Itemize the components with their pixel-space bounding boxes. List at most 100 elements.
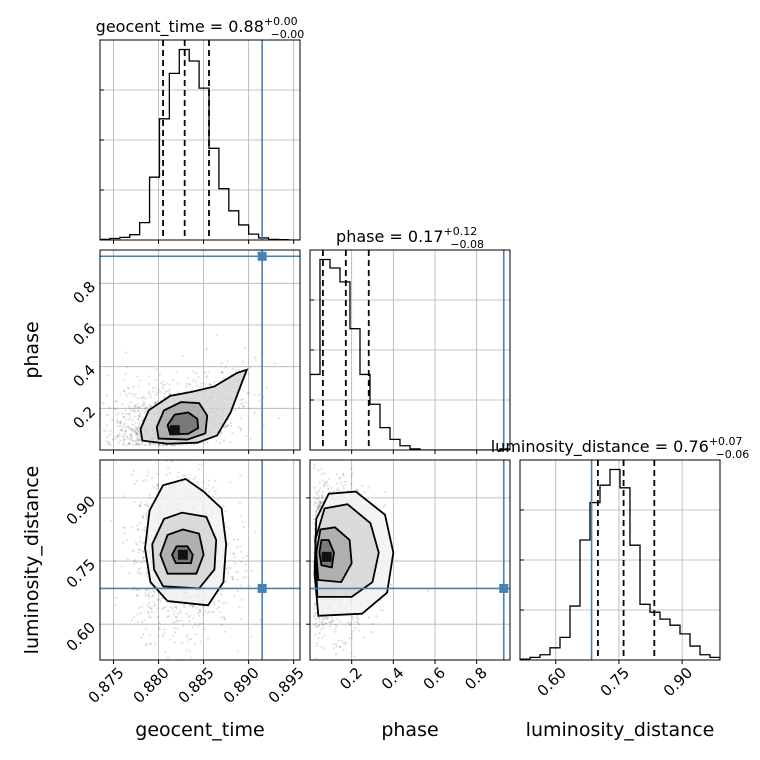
geocent_time-vs-phase-point bbox=[162, 380, 165, 384]
geocent_time-vs-luminosity_distance-point bbox=[146, 610, 149, 613]
geocent_time-vs-luminosity_distance-point bbox=[244, 569, 248, 572]
geocent_time-vs-phase-point bbox=[115, 420, 118, 423]
geocent_time-vs-luminosity_distance-point bbox=[236, 578, 239, 581]
phase-vs-luminosity_distance-point bbox=[384, 491, 387, 494]
geocent_time-vs-phase-point bbox=[131, 409, 135, 412]
geocent_time-vs-phase-point bbox=[208, 383, 211, 386]
phase-vs-luminosity_distance-point bbox=[389, 583, 393, 586]
geocent_time-vs-luminosity_distance-point bbox=[199, 640, 202, 643]
geocent_time-vs-phase-point bbox=[138, 422, 141, 425]
phase-vs-luminosity_distance-point bbox=[323, 472, 326, 475]
geocent_time-hist-bar-7 bbox=[169, 73, 179, 240]
geocent_time-vs-phase-point bbox=[137, 418, 140, 421]
geocent_time-vs-phase-point bbox=[136, 432, 139, 435]
geocent_time-vs-luminosity_distance-point bbox=[229, 481, 232, 484]
phase-ytick-label-3: 0.8 bbox=[69, 278, 99, 308]
geocent_time-vs-phase-point bbox=[129, 401, 132, 404]
geocent_time-vs-luminosity_distance-point bbox=[236, 590, 240, 593]
phase-vs-luminosity_distance-point bbox=[335, 642, 338, 646]
geocent_time-vs-phase-point bbox=[137, 409, 140, 413]
geocent_time-vs-luminosity_distance-point bbox=[152, 485, 155, 488]
geocent_time-vs-luminosity_distance-point bbox=[149, 607, 152, 611]
phase-vs-luminosity_distance-point bbox=[313, 466, 316, 470]
phase-hist-frame bbox=[309, 249, 511, 451]
geocent_time-vs-luminosity_distance-point bbox=[206, 637, 210, 640]
phase-vs-luminosity_distance-point bbox=[316, 504, 319, 507]
luminosity_distance-hist-bar-2 bbox=[540, 655, 550, 660]
phase-vs-luminosity_distance-point bbox=[318, 481, 321, 484]
geocent_time-vs-luminosity_distance-point bbox=[227, 541, 230, 545]
geocent_time-vs-phase-point bbox=[192, 370, 195, 373]
geocent_time-vs-luminosity_distance-point bbox=[189, 637, 192, 640]
phase-vs-luminosity_distance-point bbox=[321, 495, 324, 498]
geocent_time-vs-luminosity_distance-point bbox=[236, 538, 240, 541]
geocent_time-vs-phase-point bbox=[144, 397, 147, 400]
geocent_time-vs-phase-point bbox=[122, 442, 126, 445]
geocent_time-vs-luminosity_distance-point bbox=[223, 617, 226, 620]
geocent_time-vs-phase-point bbox=[107, 442, 110, 445]
geocent_time-vs-luminosity_distance-point bbox=[125, 539, 128, 542]
geocent_time-hist-frame bbox=[99, 39, 301, 241]
geocent_time-vs-phase-point bbox=[231, 367, 234, 370]
geocent_time-vs-phase-point bbox=[45, 442, 47, 444]
geocent_time-vs-luminosity_distance-point bbox=[113, 559, 117, 563]
phase-vs-luminosity_distance-point bbox=[323, 482, 327, 485]
geocent_time-vs-phase-point bbox=[149, 443, 152, 446]
geocent_time-vs-luminosity_distance-point bbox=[145, 644, 148, 647]
geocent_time-vs-phase-point bbox=[108, 442, 111, 446]
geocent_time-hist-panel bbox=[100, 40, 300, 240]
phase-vs-luminosity_distance-point bbox=[344, 641, 347, 644]
geocent_time-vs-phase-point bbox=[116, 434, 119, 438]
geocent_time-vs-luminosity_distance-point bbox=[198, 614, 201, 617]
geocent_time-vs-luminosity_distance-point bbox=[207, 483, 210, 486]
geocent_time-vs-luminosity_distance-point bbox=[189, 604, 192, 607]
geocent_time-vs-luminosity_distance-point bbox=[185, 649, 189, 652]
phase-vs-luminosity_distance-point bbox=[337, 487, 340, 490]
geocent_time-vs-phase-point bbox=[237, 369, 241, 372]
geocent_time-hist-bar-11 bbox=[209, 148, 219, 240]
phase-hist-bar-1 bbox=[320, 260, 330, 450]
geocent_time-vs-phase-point bbox=[207, 370, 210, 373]
geocent_time-vs-phase-point bbox=[123, 437, 126, 441]
phase-vs-luminosity_distance-contour-2 bbox=[314, 503, 380, 598]
geocent_time-vs-phase-point bbox=[135, 428, 139, 431]
phase-vs-luminosity_distance-point bbox=[316, 497, 319, 500]
phase-vs-luminosity_distance-point bbox=[349, 621, 352, 624]
geocent_time-vs-luminosity_distance-point bbox=[232, 577, 235, 581]
geocent_time-vs-luminosity_distance-point bbox=[152, 590, 156, 593]
phase-vs-luminosity_distance-contour-1 bbox=[315, 526, 353, 584]
geocent_time-vs-luminosity_distance-point bbox=[239, 617, 243, 621]
phase-vs-luminosity_distance-point bbox=[356, 614, 359, 618]
phase-vs-luminosity_distance-point bbox=[326, 617, 329, 620]
geocent_time-vs-luminosity_distance-point bbox=[132, 469, 136, 473]
geocent_time-vs-phase-point bbox=[131, 429, 134, 432]
phase-vs-luminosity_distance-point bbox=[325, 480, 329, 483]
geocent_time-vs-luminosity_distance-point bbox=[185, 612, 188, 615]
geocent_time-vs-luminosity_distance-point bbox=[139, 612, 142, 615]
geocent_time-vs-luminosity_distance-point bbox=[236, 650, 240, 653]
phase-vs-luminosity_distance-point bbox=[350, 633, 354, 637]
geocent_time-vs-phase-point bbox=[109, 430, 112, 433]
phase-vs-luminosity_distance-point bbox=[324, 622, 327, 625]
phase-vs-luminosity_distance-point bbox=[318, 489, 321, 492]
geocent_time-vs-luminosity_distance-point bbox=[248, 584, 251, 587]
phase-vs-luminosity_distance-point bbox=[317, 616, 320, 620]
phase-x-axis-label: phase bbox=[381, 719, 438, 741]
geocent_time-vs-luminosity_distance-point bbox=[179, 611, 182, 614]
geocent_time-vs-phase-point bbox=[195, 372, 198, 375]
geocent_time-vs-phase-point bbox=[135, 405, 138, 408]
geocent_time-vs-phase-point bbox=[138, 414, 141, 417]
geocent_time-vs-luminosity_distance-point bbox=[138, 606, 141, 610]
geocent_time-vs-phase-point bbox=[206, 347, 209, 350]
phase-vs-luminosity_distance-point bbox=[345, 452, 347, 454]
geocent_time-vs-phase-point bbox=[135, 433, 138, 436]
phase-vs-luminosity_distance-point bbox=[334, 630, 337, 633]
geocent_time-vs-phase-point bbox=[125, 435, 128, 438]
geocent_time-vs-phase-point bbox=[108, 440, 111, 443]
phase-vs-luminosity_distance-point bbox=[357, 629, 360, 632]
geocent_time-vs-phase-point bbox=[66, 426, 68, 428]
geocent_time-vs-luminosity_distance-point bbox=[133, 500, 136, 503]
geocent_time-vs-luminosity_distance-point bbox=[188, 478, 191, 481]
geocent_time-vs-luminosity_distance-point bbox=[142, 556, 145, 559]
phase-hist-bar-7 bbox=[380, 428, 390, 450]
